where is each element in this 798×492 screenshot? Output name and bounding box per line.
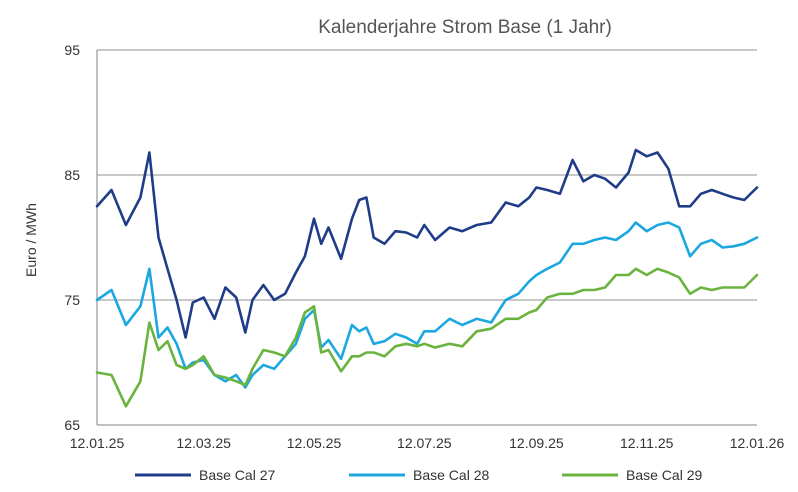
x-tick-label: 12.11.25 — [620, 435, 674, 451]
y-tick-label: 65 — [64, 417, 80, 433]
y-tick-label: 85 — [64, 167, 80, 183]
x-tick-label: 12.01.26 — [730, 435, 785, 451]
grid-lines — [97, 49, 757, 301]
legend-item: Base Cal 27 — [135, 467, 275, 483]
x-tick-label: 12.07.25 — [397, 435, 452, 451]
series-lines — [95, 148, 759, 408]
legend-item: Base Cal 29 — [562, 467, 702, 483]
y-axis-label: Euro / MWh — [23, 203, 39, 277]
legend-label: Base Cal 28 — [413, 467, 489, 483]
legend-label: Base Cal 29 — [626, 467, 702, 483]
y-tick-label: 95 — [64, 42, 80, 58]
series-line-base-cal-27 — [95, 148, 759, 339]
y-tick-label: 75 — [64, 292, 80, 308]
series-line-base-cal-29 — [95, 267, 759, 408]
legend-item: Base Cal 28 — [349, 467, 489, 483]
legend-label: Base Cal 27 — [199, 467, 275, 483]
x-tick-label: 12.01.25 — [70, 435, 125, 451]
tick-labels: 65 75 85 95 12.01.25 12.03.25 12.05.25 12.07.25… — [64, 42, 784, 451]
x-tick-label: 12.03.25 — [176, 435, 231, 451]
axes — [96, 50, 757, 426]
x-tick-label: 12.09.25 — [509, 435, 564, 451]
x-tick-label: 12.05.25 — [287, 435, 342, 451]
chart-title: Kalenderjahre Strom Base (1 Jahr) — [318, 17, 612, 38]
legend: Base Cal 27 Base Cal 28 Base Cal 29 — [135, 467, 702, 483]
